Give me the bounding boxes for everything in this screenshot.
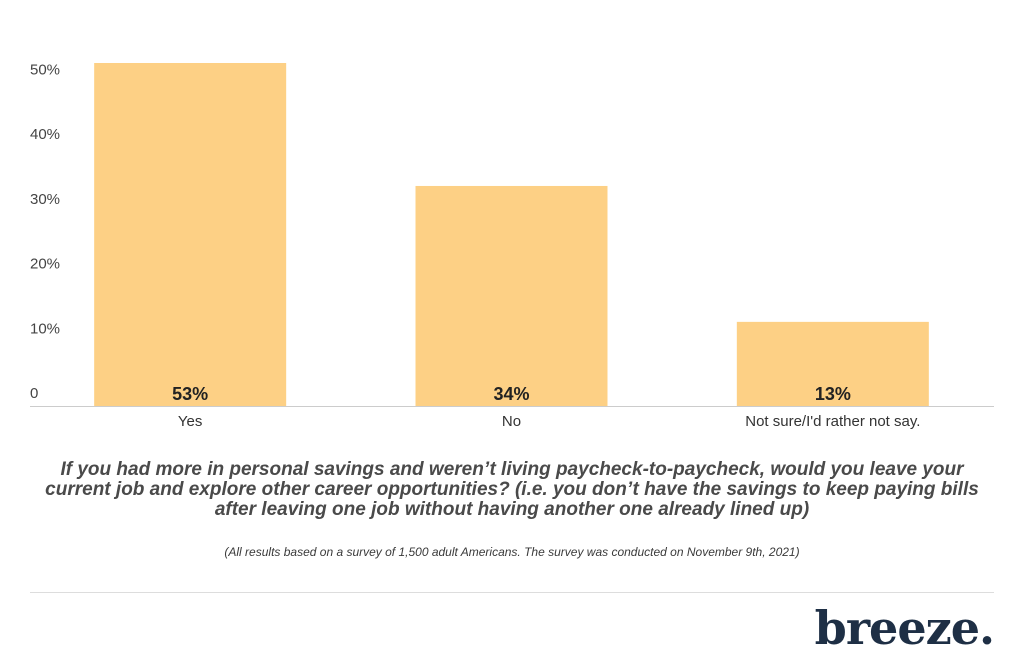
x-tick-label-0: Yes xyxy=(178,413,202,430)
bar-1 xyxy=(415,185,608,406)
x-tick-label-2: Not sure/I'd rather not say. xyxy=(745,413,920,430)
y-tick-label-3: 30% xyxy=(30,191,60,208)
y-tick-label-0: 0 xyxy=(30,385,38,402)
bar-value-label-0: 53% xyxy=(172,384,208,404)
x-tick-label-1: No xyxy=(502,413,521,430)
y-tick-label-5: 50% xyxy=(30,61,60,78)
y-tick-label-2: 20% xyxy=(30,256,60,273)
bar-chart: 0 10% 20% 30% 40% 50% 53% 34% 13% Yes No Not sure… xyxy=(30,61,994,430)
y-axis: 0 10% 20% 30% 40% 50% xyxy=(30,61,60,402)
bar-value-label-2: 13% xyxy=(815,384,851,404)
y-tick-label-1: 10% xyxy=(30,320,60,337)
bar-value-label-1: 34% xyxy=(493,384,529,404)
x-axis: Yes No Not sure/I'd rather not say. xyxy=(30,406,994,430)
survey-question: If you had more in personal savings and … xyxy=(45,459,979,520)
bars: 53% 34% 13% xyxy=(94,63,929,406)
bar-0 xyxy=(94,63,287,406)
divider xyxy=(30,592,994,593)
survey-footnote: (All results based on a survey of 1,500 … xyxy=(224,545,800,559)
bar-2 xyxy=(736,321,929,406)
y-tick-label-4: 40% xyxy=(30,126,60,143)
breeze-logo: breeze. xyxy=(814,601,995,655)
